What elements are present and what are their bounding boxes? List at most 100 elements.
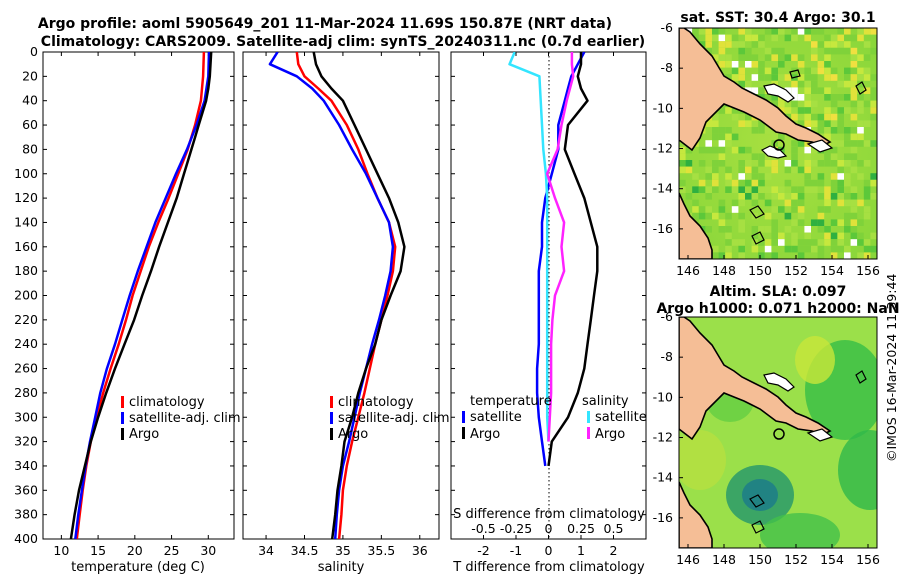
sst-cell bbox=[824, 67, 831, 75]
legend-temperature-title: temperature bbox=[470, 394, 552, 409]
sst-cell bbox=[784, 212, 792, 220]
salinity-legend: climatology satellite-adj. clim Argo bbox=[330, 395, 450, 442]
sst-cell bbox=[797, 74, 805, 81]
sst-cell bbox=[738, 239, 745, 246]
sst-cell bbox=[705, 28, 712, 35]
legend-climatology-swatch bbox=[330, 396, 333, 408]
sst-cell bbox=[731, 107, 739, 114]
sst-cell bbox=[751, 41, 759, 48]
sst-cell bbox=[797, 80, 805, 88]
sst-cell bbox=[771, 67, 778, 75]
sst-cell bbox=[830, 34, 838, 42]
sst-cell bbox=[738, 179, 745, 187]
sst-cell bbox=[778, 61, 785, 68]
sst-cell bbox=[824, 133, 831, 141]
sst-cell bbox=[791, 239, 798, 246]
map-y-tick-label: -6 bbox=[661, 20, 674, 35]
sst-cell bbox=[850, 212, 858, 220]
sst-cell bbox=[738, 193, 745, 200]
sst-cell bbox=[804, 80, 811, 88]
sst-cell bbox=[850, 186, 858, 193]
sst-cell bbox=[685, 193, 693, 200]
sst-cell bbox=[824, 239, 831, 246]
map-y-tick-label: -14 bbox=[653, 470, 673, 485]
sst-cell bbox=[692, 206, 699, 213]
sst-cell bbox=[857, 94, 864, 101]
sst-cell bbox=[758, 179, 765, 187]
sst-cell bbox=[791, 153, 798, 160]
sst-cell bbox=[791, 80, 798, 88]
sst-cell bbox=[784, 160, 792, 167]
sst-cell bbox=[778, 133, 785, 141]
sst-cell bbox=[863, 160, 871, 167]
sst-cell bbox=[764, 127, 772, 134]
sst-cell bbox=[745, 80, 752, 88]
sst-cell bbox=[751, 193, 759, 200]
depth-tick-label: 200 bbox=[14, 288, 38, 303]
sst-cell bbox=[791, 146, 798, 154]
sst-cell bbox=[771, 232, 778, 240]
map-y-tick-label: -8 bbox=[661, 349, 674, 364]
sst-cell bbox=[698, 206, 706, 213]
depth-tick-label: 60 bbox=[22, 117, 38, 132]
sst-cell bbox=[692, 28, 699, 35]
sst-cell bbox=[817, 206, 825, 213]
sst-cell bbox=[804, 179, 811, 187]
sst-cell bbox=[797, 120, 805, 127]
depth-tick-label: 280 bbox=[14, 385, 38, 400]
sst-cell bbox=[725, 127, 732, 134]
sst-cell bbox=[850, 219, 858, 226]
reef bbox=[749, 494, 765, 508]
sst-cell bbox=[738, 166, 745, 174]
sst-cell bbox=[830, 120, 838, 127]
sst-cell bbox=[738, 160, 745, 167]
sst-cell bbox=[811, 87, 818, 94]
sst-cell bbox=[705, 173, 712, 180]
sst-cell bbox=[857, 232, 864, 240]
sst-cell bbox=[837, 199, 844, 207]
sst-cell bbox=[830, 153, 838, 160]
reef bbox=[751, 231, 765, 245]
sst-cell bbox=[830, 74, 838, 81]
sst-cell bbox=[778, 193, 785, 200]
sst-cell bbox=[863, 87, 871, 94]
sst-cell bbox=[824, 226, 831, 233]
salinity-difference-tick-labels: -0.5 -0.25 0 0.25 0.5 bbox=[471, 521, 623, 536]
sst-cell bbox=[830, 146, 838, 154]
sla-blob bbox=[795, 336, 835, 384]
sst-cell bbox=[712, 166, 719, 174]
map-x-tick-label: 156 bbox=[856, 263, 880, 278]
sst-cell bbox=[738, 67, 745, 75]
sst-cell bbox=[679, 160, 686, 167]
sst-cell bbox=[830, 239, 838, 246]
sst-cell bbox=[791, 54, 798, 61]
sst-cell bbox=[718, 133, 726, 141]
sst-cell bbox=[778, 239, 785, 246]
difference-ticks: -2 -1 0 1 2 bbox=[451, 51, 646, 558]
sst-cell bbox=[751, 226, 759, 233]
sst-cell bbox=[844, 127, 851, 134]
sst-cell bbox=[811, 245, 818, 253]
sst-cell bbox=[712, 113, 719, 121]
sst-cell bbox=[830, 113, 838, 121]
sst-cell bbox=[844, 67, 851, 75]
sst-cell bbox=[837, 127, 844, 134]
sst-cell bbox=[784, 199, 792, 207]
sst-cell bbox=[870, 179, 877, 187]
sst-cell bbox=[725, 186, 732, 193]
sal-diff-tick-label: 0.5 bbox=[604, 521, 624, 536]
salinity-difference-xlabel: S difference from climatology bbox=[453, 507, 645, 522]
x-tick-label: 20 bbox=[127, 543, 143, 558]
sst-cell bbox=[791, 100, 798, 108]
salinity-xlabel: salinity bbox=[318, 560, 365, 575]
sst-cell bbox=[692, 199, 699, 207]
sal-diff-tick-label: -0.25 bbox=[500, 521, 532, 536]
sst-cell bbox=[870, 47, 877, 55]
sst-cell bbox=[863, 252, 871, 259]
sst-cell bbox=[850, 153, 858, 160]
sst-cell bbox=[738, 219, 745, 226]
sst-cell bbox=[804, 245, 811, 253]
sst-cell bbox=[784, 193, 792, 200]
sst-cell bbox=[863, 239, 871, 246]
sst-cell bbox=[824, 127, 831, 134]
